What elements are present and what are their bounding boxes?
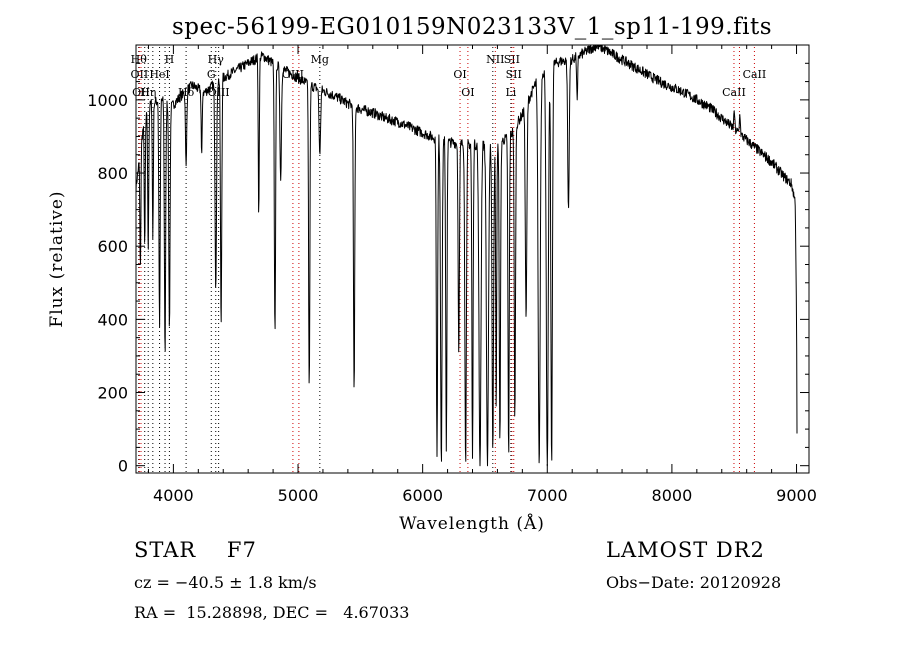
y-tick-label: 600 (97, 237, 128, 256)
y-tick-label: 800 (97, 164, 128, 183)
line-marker-label: Li (505, 86, 516, 99)
y-tick-label: 400 (97, 310, 128, 329)
line-marker-label: Hγ (208, 53, 225, 66)
line-marker-label: CaII (743, 68, 767, 81)
x-tick-label: 6000 (402, 486, 443, 505)
spectrum-line (135, 45, 798, 467)
object-class-label: STAR F7 (134, 538, 257, 562)
line-marker-label: CaII (722, 86, 746, 99)
coordinates-label: RA = 15.28898, DEC = 4.67033 (134, 603, 410, 622)
x-axis-label: Wavelength (Å) (399, 513, 545, 534)
line-marker-label: Hη (140, 86, 156, 99)
line-marker-label: OII (131, 68, 149, 81)
line-marker-label: OI (453, 68, 466, 81)
y-axis-label: Flux (relative) (47, 190, 67, 327)
line-marker-label: SII (506, 68, 522, 81)
x-tick-label: 4000 (153, 486, 194, 505)
obs-date-label: Obs−Date: 20120928 (606, 573, 782, 592)
survey-label: LAMOST DR2 (606, 538, 765, 562)
y-tick-label: 1000 (87, 91, 128, 110)
axes: 4000 5000 6000 7000 8000 9000 0 200 400 600 800 100… (87, 44, 817, 505)
x-tick-label: 7000 (527, 486, 568, 505)
y-tick-label: 200 (97, 384, 128, 403)
x-tick-label: 5000 (278, 486, 319, 505)
line-marker-label: HeI (149, 68, 169, 81)
line-marker-label: NII (486, 53, 504, 66)
line-marker-label: G (207, 68, 216, 81)
spectrum-line-group (135, 45, 798, 467)
x-tick-label: 9000 (776, 486, 817, 505)
line-marker-label: SII (504, 53, 520, 66)
line-marker-label: H (165, 53, 175, 66)
line-marker-label: OI (461, 86, 474, 99)
line-marker-label: Mg (311, 53, 329, 66)
line-marker-label: OIII (208, 86, 230, 99)
y-tick-label: 0 (118, 457, 128, 476)
redshift-label: cz = −40.5 ± 1.8 km/s (134, 573, 317, 592)
line-marker-label: OII (132, 86, 150, 99)
x-tick-label: 8000 (652, 486, 693, 505)
chart-title: spec-56199-EG010159N023133V_1_sp11-199.f… (172, 14, 772, 40)
